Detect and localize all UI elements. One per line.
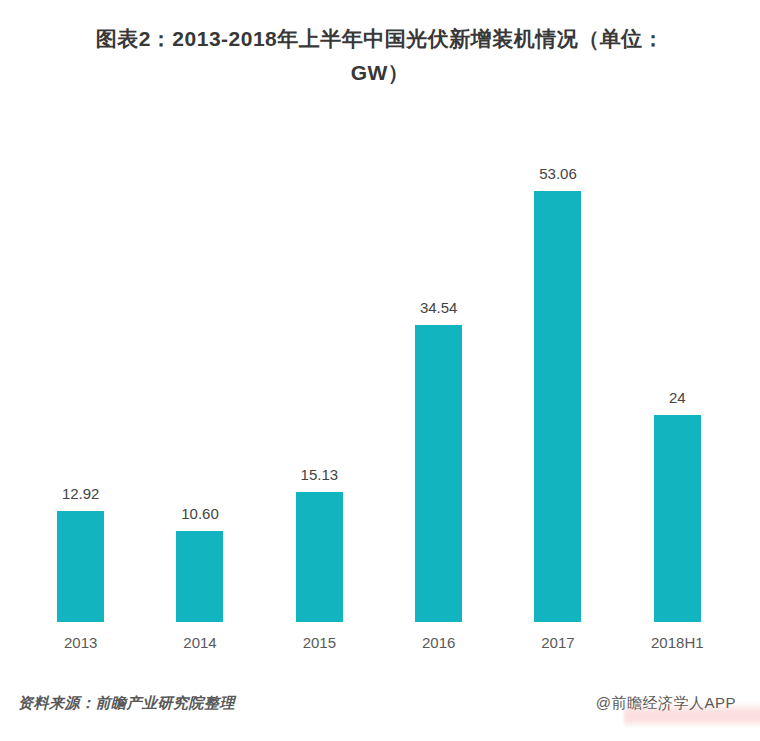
data-source-note: 资料来源：前瞻产业研究院整理	[18, 694, 235, 713]
app-credit: @前瞻经济学人APP	[596, 694, 736, 713]
chart-page: 图表2：2013-2018年上半年中国光伏新增装机情况（单位： GW） 12.9…	[0, 0, 760, 741]
x-axis-label-2017: 2017	[498, 634, 617, 651]
bar-chart-plot-area: 12.92 10.60 15.13 34.54 53.06 24	[21, 165, 737, 622]
bar-value-label: 34.54	[420, 299, 458, 316]
x-axis-label-2016: 2016	[379, 634, 498, 651]
x-axis-label-2013: 2013	[21, 634, 140, 651]
bar-2016	[415, 325, 462, 623]
x-axis-label-2018H1: 2018H1	[618, 634, 737, 651]
bar-column-2015: 15.13	[260, 165, 379, 622]
credit-wrap: @前瞻经济学人APP	[596, 694, 736, 713]
bar-2018H1	[654, 415, 701, 622]
bar-value-label: 10.60	[181, 505, 219, 522]
bar-column-2018H1: 24	[618, 165, 737, 622]
chart-title-line1: 图表2：2013-2018年上半年中国光伏新增装机情况（单位：	[0, 22, 760, 56]
bar-value-label: 15.13	[301, 466, 339, 483]
x-axis-label-2014: 2014	[140, 634, 259, 651]
bar-value-label: 12.92	[62, 485, 100, 502]
bar-value-label: 24	[669, 389, 686, 406]
bar-column-2014: 10.60	[140, 165, 259, 622]
bar-column-2016: 34.54	[379, 165, 498, 622]
bar-2013	[57, 511, 104, 622]
x-axis-labels: 2013 2014 2015 2016 2017 2018H1	[21, 634, 737, 651]
bar-column-2017: 53.06	[498, 165, 617, 622]
bar-2017	[534, 191, 581, 622]
bar-2015	[296, 492, 343, 622]
x-axis-label-2015: 2015	[260, 634, 379, 651]
bar-2014	[176, 531, 223, 622]
bar-column-2013: 12.92	[21, 165, 140, 622]
bar-value-label: 53.06	[539, 165, 577, 182]
chart-title-line2: GW）	[0, 56, 760, 90]
chart-title: 图表2：2013-2018年上半年中国光伏新增装机情况（单位： GW）	[0, 22, 760, 89]
footer: 资料来源：前瞻产业研究院整理 @前瞻经济学人APP	[18, 694, 736, 713]
